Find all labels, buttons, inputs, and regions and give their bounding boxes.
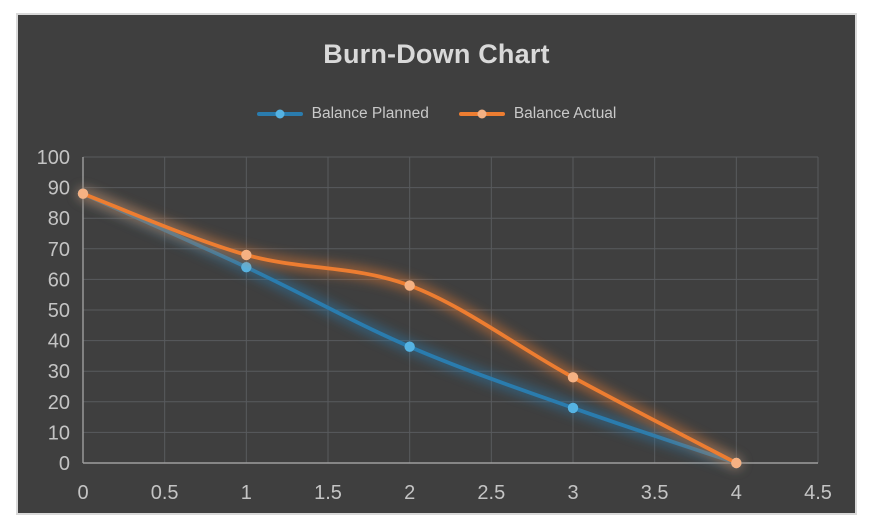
legend-label-balance-actual: Balance Actual (513, 105, 617, 122)
legend-dot-actual-icon (477, 109, 487, 119)
data-point-marker[interactable] (77, 188, 89, 199)
legend-label-balance-planned: Balance Planned (311, 105, 429, 122)
legend-dot-planned-icon (275, 109, 285, 119)
legend-line-actual-icon (458, 109, 505, 119)
y-tick-label: 90 (48, 178, 70, 200)
data-point-marker[interactable] (567, 402, 579, 414)
y-tick-label: 10 (48, 422, 70, 444)
y-tick-label: 70 (48, 239, 70, 261)
data-point-marker[interactable] (241, 261, 252, 273)
legend-line-planned-icon (256, 109, 303, 119)
x-tick-label: 3 (567, 482, 578, 504)
y-tick-label: 100 (37, 147, 70, 169)
y-tick-label: 30 (48, 361, 70, 383)
chart-plot: 0 10 20 30 40 50 60 70 80 90 100 0 0.5 1 1.5 2 2.5 3 3.5 4 4… (37, 147, 832, 504)
chart-title: Burn-Down Chart (323, 39, 550, 69)
data-point-marker[interactable] (567, 372, 579, 383)
y-tick-label: 60 (48, 269, 70, 291)
legend-item-balance-actual[interactable]: Balance Actual (458, 105, 617, 123)
y-tick-label: 50 (48, 300, 70, 322)
x-tick-label: 2.5 (477, 482, 505, 504)
data-point-marker[interactable] (731, 457, 742, 469)
x-tick-label: 1.5 (314, 482, 342, 504)
y-tick-label: 0 (59, 453, 70, 475)
x-tick-label: 1 (241, 482, 252, 504)
x-tick-label: 0 (77, 482, 88, 504)
data-point-marker[interactable] (241, 249, 252, 261)
x-tick-label: 4 (731, 482, 742, 504)
legend-item-balance-planned[interactable]: Balance Planned (256, 105, 429, 123)
chart-legend: Balance Planned Balance Actual (18, 105, 855, 123)
y-tick-label: 80 (48, 208, 70, 230)
x-tick-label: 2 (404, 482, 415, 504)
x-tick-label: 4.5 (804, 482, 832, 504)
chart-frame: 0 10 20 30 40 50 60 70 80 90 100 0 0.5 1 1.5 2 2.5 3 3.5 4 4… (16, 13, 857, 515)
x-tick-label: 0.5 (151, 482, 179, 504)
data-point-marker[interactable] (404, 341, 415, 352)
y-tick-label: 20 (48, 392, 70, 414)
x-tick-label: 3.5 (641, 482, 669, 504)
data-point-marker[interactable] (404, 280, 415, 291)
y-tick-label: 40 (48, 331, 70, 353)
